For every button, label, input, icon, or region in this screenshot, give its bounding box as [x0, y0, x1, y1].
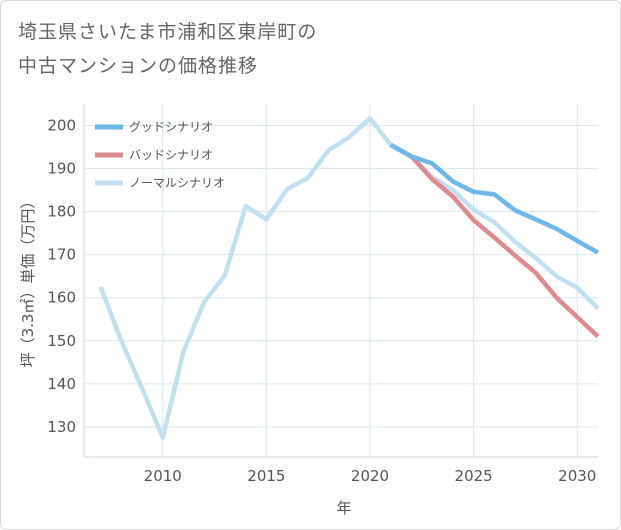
chart-title-line-2: 中古マンションの価格推移 [18, 55, 259, 77]
series-line-1 [389, 142, 600, 339]
y-tick-label: 190 [47, 160, 76, 178]
chart-title-line-1: 埼玉県さいたま市浦和区東岸町の [18, 21, 318, 43]
tick-labels: 2010 2015 2020 2025 2030 130 140 150 160 170 180 19… [47, 117, 596, 485]
y-tick-label: 200 [47, 117, 76, 135]
x-tick-label: 2020 [351, 467, 389, 485]
x-tick-label: 2010 [144, 467, 182, 485]
series-line-2 [98, 115, 600, 440]
chart-title: 埼玉県さいたま市浦和区東岸町の 中古マンションの価格推移 [18, 15, 578, 83]
x-tick-label: 2025 [455, 467, 493, 485]
y-tick-label: 130 [47, 418, 76, 436]
y-tick-label: 180 [47, 203, 76, 221]
y-tick-label: 140 [47, 375, 76, 393]
y-tick-label: 150 [47, 332, 76, 350]
y-axis-title: 坪（3.3㎡）単価（万円） [19, 194, 37, 368]
series-lines [98, 115, 600, 440]
x-tick-label: 2015 [247, 467, 285, 485]
x-tick-label: 2030 [558, 467, 596, 485]
y-tick-label: 160 [47, 289, 76, 307]
plot-axes [83, 104, 598, 458]
legend-label: グッドシナリオ [129, 120, 213, 134]
x-axis-title: 年 [336, 499, 351, 517]
y-tick-label: 170 [47, 246, 76, 264]
legend-label: バッドシナリオ [129, 148, 213, 162]
series-line-0 [389, 142, 600, 255]
legend-label: ノーマルシナリオ [129, 176, 225, 190]
